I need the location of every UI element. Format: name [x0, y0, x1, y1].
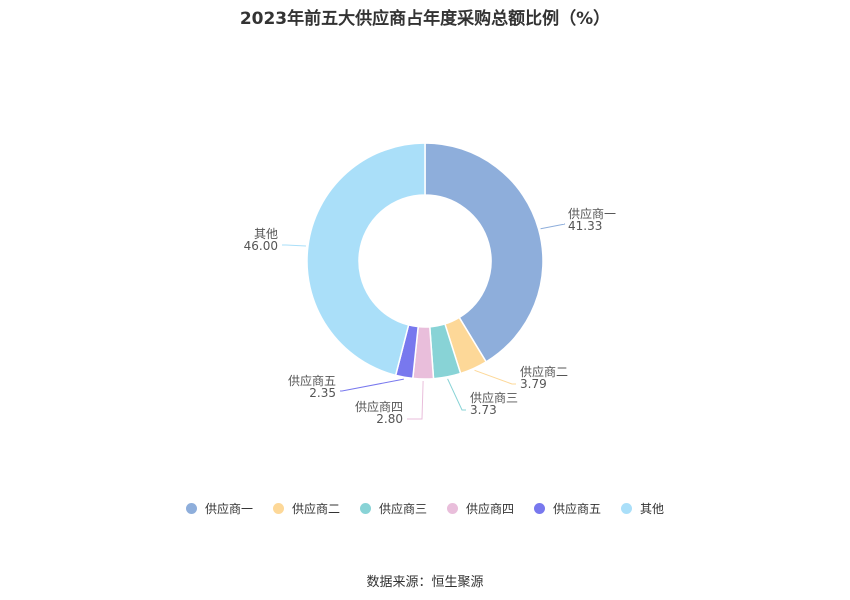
legend-swatch — [447, 503, 458, 514]
legend-item[interactable]: 供应商五 — [534, 500, 601, 517]
data-source: 数据来源：恒生聚源 — [366, 575, 484, 590]
leader-line — [340, 378, 404, 392]
slice-label: 其他 — [254, 227, 278, 241]
legend-item[interactable]: 供应商四 — [447, 500, 514, 517]
legend-label: 供应商三 — [378, 502, 427, 516]
donut-slice[interactable] — [306, 142, 426, 377]
slice-label: 供应商五 — [288, 373, 336, 388]
slice-value-label: 2.80 — [376, 412, 403, 426]
slice-value-label: 46.00 — [244, 239, 278, 253]
leader-line — [447, 378, 466, 411]
legend-label: 供应商一 — [204, 502, 253, 516]
legend-swatch — [534, 503, 546, 514]
legend-item[interactable]: 供应商三 — [359, 500, 427, 517]
slice-label: 供应商三 — [470, 390, 518, 405]
slice-value-label: 3.79 — [520, 377, 547, 391]
legend-item[interactable]: 其他 — [621, 500, 664, 517]
slice-label: 供应商四 — [355, 399, 403, 414]
donut-slice[interactable] — [424, 142, 544, 363]
legend-label: 供应商四 — [466, 502, 515, 516]
legend-swatch — [272, 503, 284, 514]
slice-value-label: 41.33 — [568, 219, 602, 233]
slice-label: 供应商二 — [520, 364, 568, 379]
legend-swatch — [185, 503, 197, 514]
legend-item[interactable]: 供应商二 — [272, 500, 340, 517]
legend-item[interactable]: 供应商一 — [185, 500, 253, 517]
legend-label: 供应商二 — [291, 502, 340, 516]
slice-value-label: 3.73 — [470, 403, 497, 417]
legend-label: 供应商五 — [553, 502, 602, 516]
leader-line — [282, 244, 306, 247]
chart-legend: 供应商一 供应商二 供应商三 供应商四 供应商五 其他 — [0, 500, 850, 517]
leader-line — [540, 223, 566, 230]
chart-title: 2023年前五大供应商占年度采购总额比例（%） — [239, 9, 611, 29]
legend-label: 其他 — [640, 502, 665, 516]
legend-swatch — [359, 503, 371, 514]
leader-line — [407, 380, 424, 420]
slice-label: 供应商一 — [568, 206, 616, 221]
slice-value-label: 2.35 — [309, 386, 336, 400]
leader-line — [474, 369, 516, 385]
legend-swatch — [621, 503, 633, 514]
